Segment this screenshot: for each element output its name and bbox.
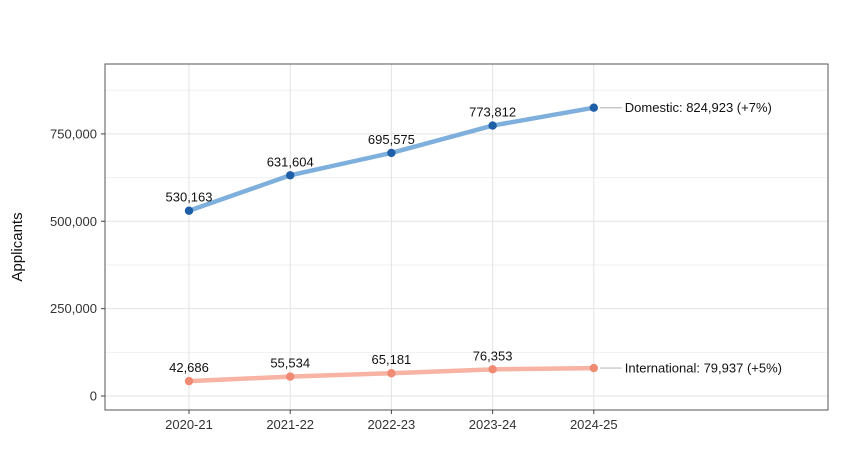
x-tick-label: 2023-24 (469, 417, 517, 432)
series-end-label: Domestic: 824,923 (+7%) (625, 100, 772, 115)
y-tick-label: 0 (90, 389, 97, 404)
data-label: 65,181 (372, 352, 412, 367)
x-tick-label: 2022-23 (368, 417, 416, 432)
data-point (589, 103, 598, 112)
end-label-leaders (599, 107, 622, 369)
y-axis-title: Applicants (9, 212, 26, 281)
data-point (488, 121, 497, 130)
series-lines (184, 103, 598, 386)
data-label: 530,163 (166, 190, 213, 205)
y-tick-label: 750,000 (50, 126, 97, 141)
data-point (589, 363, 598, 373)
y-tick-label: 250,000 (50, 301, 97, 316)
x-tick-label: 2021-22 (266, 417, 314, 432)
y-tick-label: 500,000 (50, 214, 97, 229)
data-point (286, 372, 295, 381)
data-label: 695,575 (368, 132, 415, 147)
data-point (387, 369, 396, 378)
data-label: 773,812 (469, 105, 516, 120)
series-end-label: International: 79,937 (+5%) (625, 361, 782, 376)
data-label: 631,604 (267, 154, 314, 169)
data-point (387, 148, 396, 158)
data-label: 55,534 (270, 356, 310, 371)
data-point (286, 171, 295, 180)
data-point (488, 365, 497, 374)
gridlines (105, 64, 828, 410)
data-point (184, 376, 194, 386)
data-point (184, 206, 194, 215)
data-label: 42,686 (169, 360, 209, 375)
axes: 0 250,000 500,000 750,000 2020-21 2021-22 2022… (50, 126, 618, 432)
x-tick-label: 2020-21 (165, 417, 213, 432)
data-label: 76,353 (473, 348, 513, 363)
x-tick-label: 2024-25 (570, 417, 618, 432)
plot-panel-border (104, 63, 829, 411)
data-labels: 530,163 631,604 695,575 773,812 Domestic: 82… (166, 100, 782, 375)
